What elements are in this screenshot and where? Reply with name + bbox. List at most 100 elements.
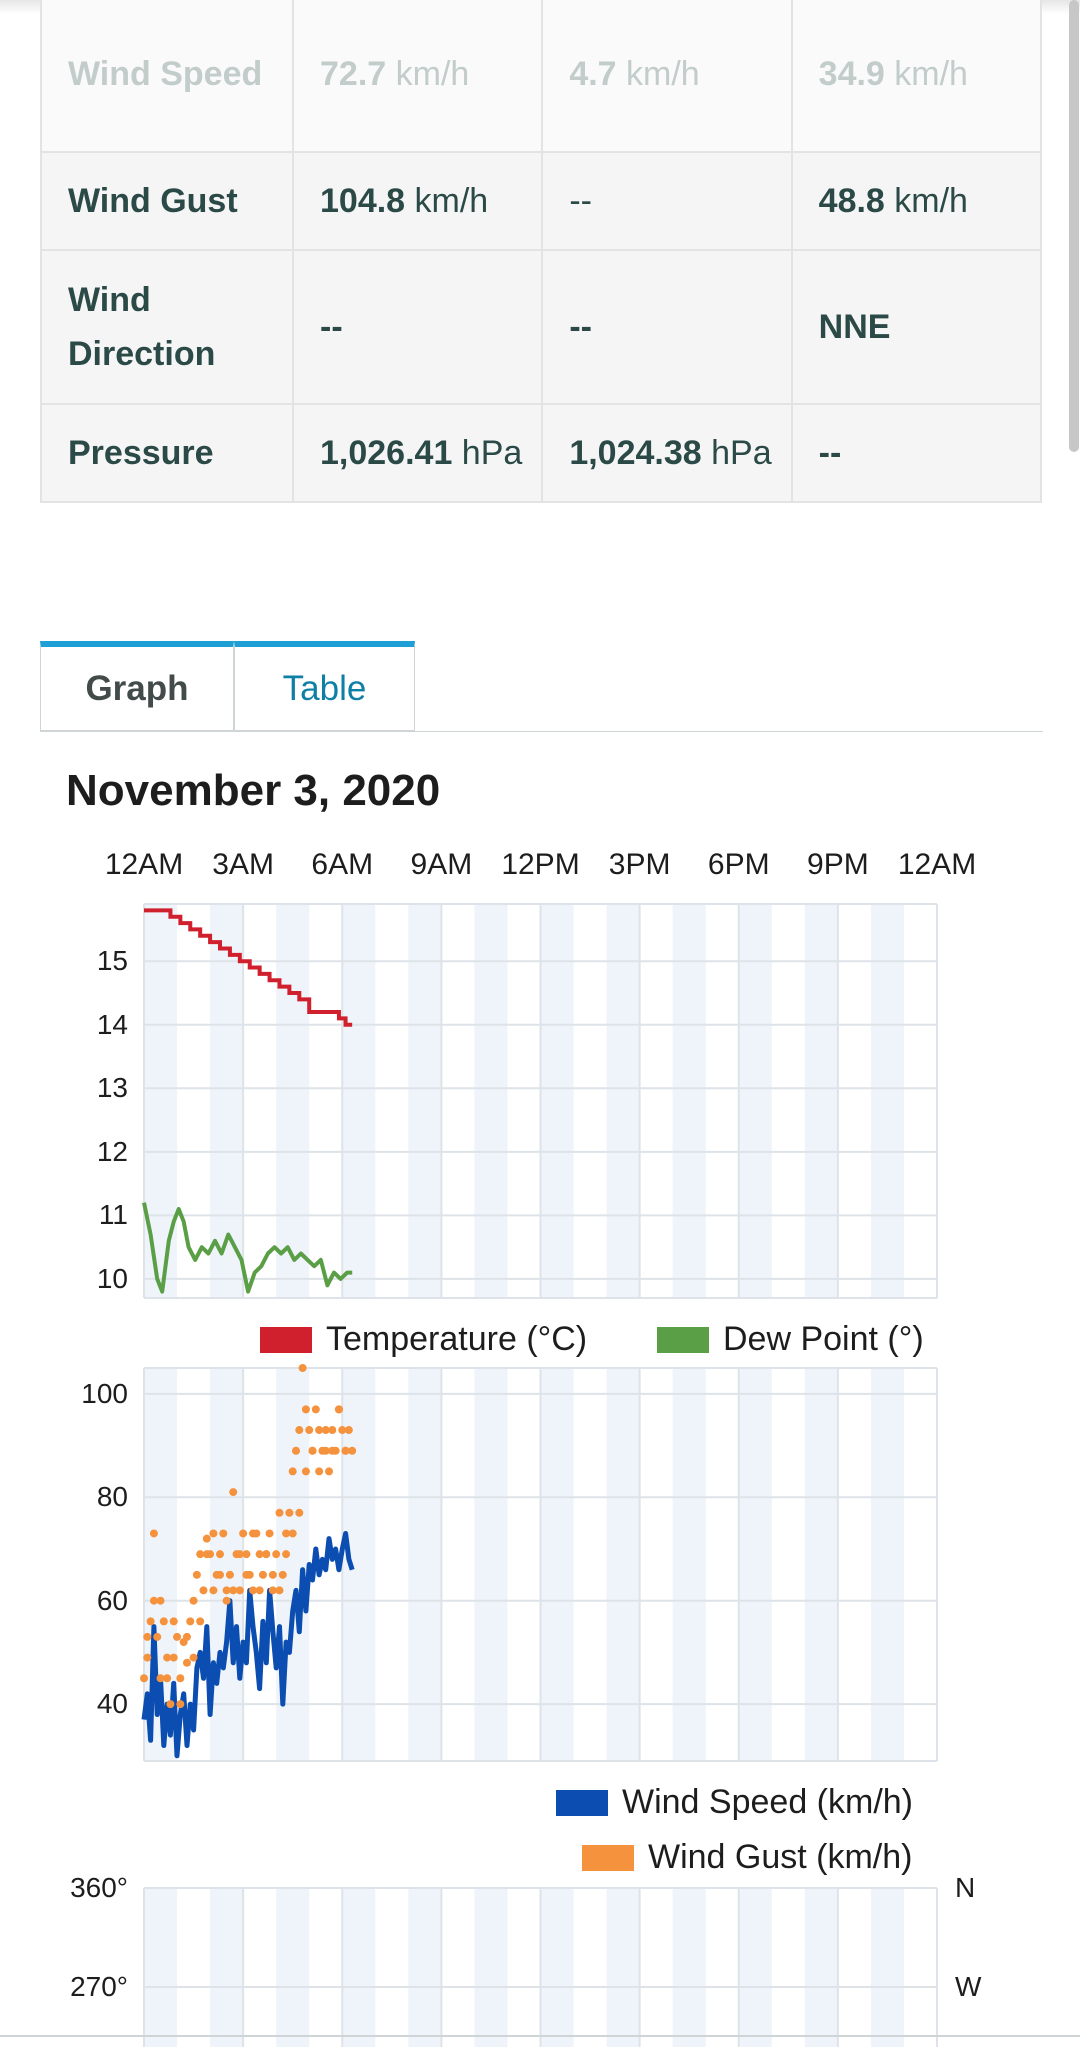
wind-gust-point <box>209 1586 218 1595</box>
wind-gust-point <box>239 1529 248 1538</box>
tab-graph[interactable]: Graph <box>40 641 234 731</box>
cell-low: 4.7 km/h <box>541 0 793 153</box>
direction-panel-band <box>870 1888 904 2047</box>
table-row-wind-speed: Wind Speed 72.7 km/h 4.7 km/h 34.9 km/h <box>40 0 1043 153</box>
wind-gust-point <box>268 1586 277 1595</box>
row-label: Wind Direction <box>40 249 294 405</box>
wind-gust-point <box>262 1550 271 1559</box>
cell-average: NNE <box>790 249 1043 405</box>
direction-panel-band <box>342 1888 376 2047</box>
x-tick-label: 3AM <box>212 848 274 881</box>
wind-gust-point <box>265 1529 274 1538</box>
wind-gust-point <box>189 1596 198 1605</box>
cell-high: 1,026.41 hPa <box>291 403 544 503</box>
row-label: Wind Gust <box>40 151 294 251</box>
wind-gust-point <box>282 1550 291 1559</box>
temp-panel-band <box>870 904 904 1298</box>
wind-gust-point <box>325 1467 334 1476</box>
wind-gust-point <box>146 1617 155 1626</box>
y-tick-label: 11 <box>98 1199 128 1231</box>
wind-gust-point <box>301 1405 310 1414</box>
wind-gust-point <box>143 1632 152 1641</box>
wind-speed-line <box>141 1531 355 1759</box>
x-tick-label: 6PM <box>707 848 770 881</box>
wind-gust-point <box>192 1570 201 1579</box>
wind-gust-point <box>166 1700 175 1709</box>
wind-gust-point <box>282 1529 291 1538</box>
wind-gust-point <box>215 1550 224 1559</box>
row-label: Pressure <box>40 403 294 503</box>
wind-gust-point <box>143 1653 152 1662</box>
wind-gust-point <box>305 1426 314 1435</box>
wind-gust-point <box>242 1550 251 1559</box>
wind-gust-point <box>328 1446 337 1455</box>
wind-gust-point <box>140 1674 148 1683</box>
wind-gust-point <box>311 1405 320 1414</box>
temperature-line <box>144 908 353 1027</box>
legend-temperature: Temperature (°C) <box>260 1320 587 1359</box>
wind-panel-band <box>408 1368 442 1761</box>
wind-gust-point <box>202 1550 211 1559</box>
wind-gust-point <box>153 1632 162 1641</box>
wind-gust-point <box>242 1570 251 1579</box>
x-tick-label: 12PM <box>501 848 580 881</box>
wind-gust-point <box>163 1653 172 1662</box>
wind-gust-point <box>219 1529 228 1538</box>
wind-panel-band <box>804 1368 838 1761</box>
temp-panel-band <box>276 904 310 1298</box>
x-tick-label: 12AM <box>104 848 184 881</box>
cell-average: -- <box>790 403 1043 503</box>
direction-panel-band <box>804 1888 838 2047</box>
wind-panel-band <box>474 1368 508 1761</box>
wind-gust-point <box>341 1446 350 1455</box>
direction-panel-band <box>210 1888 244 2047</box>
temp-panel-band <box>606 904 640 1298</box>
temp-panel-band <box>804 904 838 1298</box>
x-tick-label: 12AM <box>897 848 977 881</box>
legend-label-wind-speed: Wind Speed (km/h) <box>622 1783 913 1821</box>
observation-summary-table: Wind Speed 72.7 km/h 4.7 km/h 34.9 km/h … <box>40 0 1043 503</box>
wind-gust-point <box>176 1700 185 1709</box>
y-tick-label-right: N <box>955 1872 976 1903</box>
wind-gust-point <box>182 1658 191 1667</box>
y-tick-label: 13 <box>96 1072 128 1104</box>
temp-panel-band <box>210 904 244 1298</box>
direction-panel-band <box>144 1888 178 2047</box>
wind-gust-point <box>235 1586 244 1595</box>
x-tick-label: 9PM <box>807 848 869 881</box>
wind-panel-band <box>870 1368 904 1761</box>
wind-gust-point <box>189 1653 198 1662</box>
row-label: Wind Speed <box>40 0 294 153</box>
wind-gust-point <box>163 1674 172 1683</box>
cell-low: -- <box>541 151 793 251</box>
wind-gust-point <box>295 1508 304 1517</box>
cell-low: 1,024.38 hPa <box>541 403 793 503</box>
page-scrollbar[interactable] <box>1069 0 1079 452</box>
wind-gust-point <box>321 1446 330 1455</box>
temp-panel-band <box>144 904 178 1298</box>
wind-gust-point <box>295 1426 304 1435</box>
wind-panel-band <box>540 1368 574 1761</box>
wind-gust-point <box>348 1446 357 1455</box>
temp-panel-band <box>342 904 376 1298</box>
wind-gust-point <box>278 1570 287 1579</box>
wind-panel-band <box>606 1368 640 1761</box>
temp-panel-band <box>408 904 442 1298</box>
wind-gust-point <box>315 1467 324 1476</box>
y-tick-label: 10 <box>96 1262 128 1294</box>
x-tick-label: 9AM <box>410 848 473 881</box>
wind-gust-point <box>328 1426 337 1435</box>
tab-table[interactable]: Table <box>234 641 415 731</box>
x-tick-label: 6AM <box>311 848 374 881</box>
wind-gust-point <box>288 1529 297 1538</box>
temp-panel-band <box>672 904 706 1298</box>
y-tick-label: 360° <box>70 1872 128 1903</box>
direction-panel-band <box>474 1888 508 2047</box>
y-tick-label-right: W <box>955 1971 982 2002</box>
wind-gust-point <box>315 1426 324 1435</box>
wind-gust-point <box>258 1570 267 1579</box>
wind-gust-point <box>275 1586 284 1595</box>
date-heading: November 3, 2020 <box>66 766 441 815</box>
table-row-wind-direction: Wind Direction -- -- NNE <box>40 249 1043 405</box>
